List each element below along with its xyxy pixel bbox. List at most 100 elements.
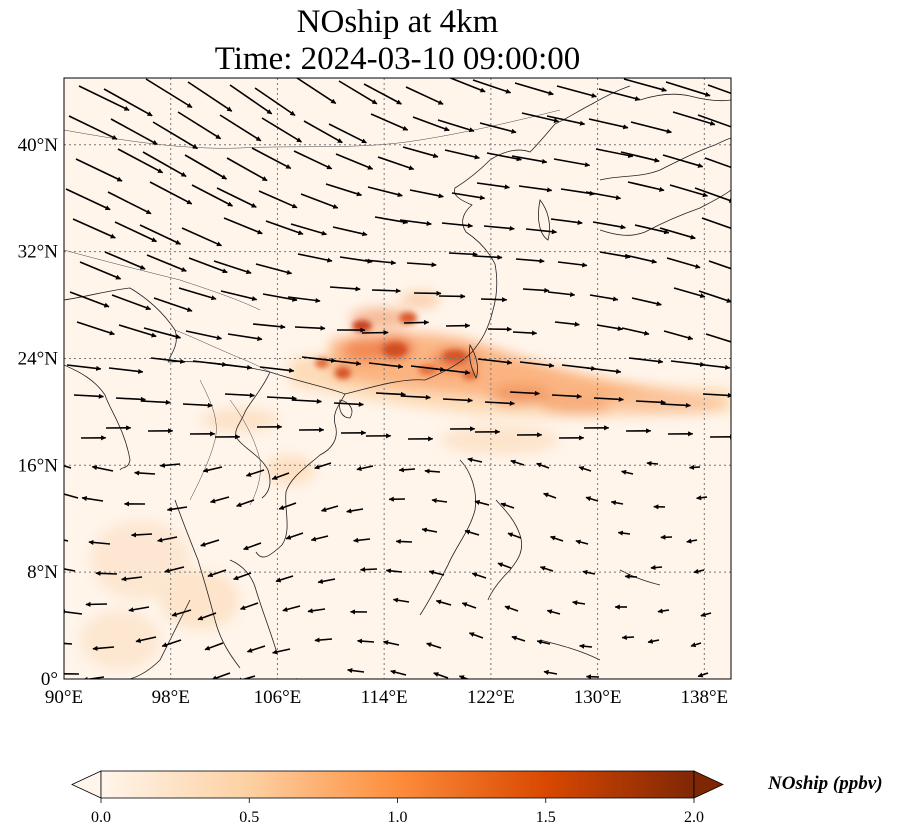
wind-vector: [314, 462, 332, 470]
wind-vector: [406, 262, 437, 268]
wind-vector: [611, 678, 618, 679]
wind-vector: [442, 397, 473, 403]
wind-vector: [472, 79, 512, 94]
wind-vector: [361, 330, 389, 336]
lat-tick-label: 16°N: [18, 455, 59, 476]
wind-vector: [128, 606, 150, 613]
wind-vector: [646, 460, 659, 466]
wind-vector: [118, 324, 157, 338]
wind-vector: [262, 293, 298, 302]
wind-vector: [539, 565, 554, 572]
wind-vector: [708, 260, 731, 270]
wind-vector: [514, 82, 554, 96]
wind-vector: [467, 457, 483, 463]
wind-vector: [403, 319, 430, 325]
wind-vector: [647, 638, 660, 644]
wind-vector: [356, 638, 375, 644]
wind-vector: [688, 464, 701, 470]
wind-vector: [149, 181, 193, 205]
wind-vector: [265, 220, 304, 235]
wind-vector: [546, 115, 586, 126]
wind-vector: [152, 121, 198, 150]
wind-vector: [76, 321, 115, 336]
wind-vector: [126, 680, 146, 685]
wind-vector: [665, 81, 711, 97]
wind-vector: [271, 472, 290, 480]
wind-vector: [441, 222, 474, 229]
wind-vector: [672, 111, 716, 126]
wind-vector: [628, 357, 664, 364]
wind-vector: [64, 493, 79, 499]
wind-vector: [68, 115, 118, 140]
map-title-line2: Time: 2024-03-10 09:00:00: [214, 41, 581, 77]
wind-vector: [310, 535, 329, 542]
wind-vector: [551, 393, 582, 399]
wind-vector: [130, 532, 153, 538]
wind-vector: [227, 333, 263, 342]
wind-vector: [184, 154, 227, 180]
wind-vector: [657, 608, 670, 614]
lat-tick-label: 0°: [41, 669, 58, 690]
wind-vector: [166, 506, 188, 512]
lon-tick-label: 138°E: [680, 687, 728, 708]
wind-vector: [624, 254, 657, 264]
wind-vector: [659, 227, 696, 240]
wind-vector: [501, 678, 507, 679]
wind-vector: [75, 158, 123, 182]
colorbar-tick-label: 1.0: [388, 809, 408, 826]
wind-vector: [621, 634, 635, 640]
wind-vector: [91, 465, 114, 472]
wind-vector: [368, 362, 404, 369]
wind-vector: [191, 184, 233, 207]
wind-vector: [395, 538, 413, 545]
wind-vector: [705, 333, 731, 343]
wind-vector: [226, 157, 268, 182]
wind-vector: [182, 402, 213, 408]
wind-vector: [64, 464, 72, 469]
wind-vector: [593, 396, 624, 402]
wind-vector: [296, 78, 337, 105]
wind-vector: [550, 218, 583, 226]
wind-vector: [217, 363, 253, 370]
wind-vector: [213, 260, 252, 275]
wind-vector: [464, 529, 480, 536]
wind-vector: [617, 530, 631, 536]
wind-vector: [444, 149, 480, 160]
wind-vector: [409, 189, 444, 199]
wind-vector: [435, 599, 452, 606]
wind-vector: [278, 502, 297, 510]
wind-vector: [589, 294, 619, 302]
wind-vector: [557, 261, 588, 268]
wind-vector: [223, 217, 263, 235]
wind-vector: [329, 286, 361, 292]
wind-vector: [326, 359, 362, 366]
wind-vector: [385, 568, 403, 574]
wind-vector: [220, 290, 258, 302]
wind-vector: [153, 297, 193, 312]
wind-vector: [134, 470, 156, 476]
wind-vector: [669, 184, 708, 198]
wind-vector: [164, 566, 185, 574]
wind-vector: [521, 112, 560, 123]
wind-vector: [224, 392, 255, 398]
wind-vector: [290, 223, 327, 236]
wind-vector: [635, 399, 666, 405]
wind-vector: [181, 227, 222, 247]
wind-vector: [700, 612, 712, 618]
wind-vector: [392, 597, 410, 603]
wind-vector: [428, 570, 445, 576]
wind-vector: [314, 637, 333, 643]
wind-vector: [497, 562, 512, 569]
wind-vector: [704, 157, 731, 169]
wind-vector: [79, 261, 122, 280]
wind-vector: [356, 465, 374, 472]
wind-vector: [211, 672, 231, 679]
wind-vector: [543, 492, 557, 499]
wind-vector: [586, 367, 622, 374]
wind-vector: [333, 401, 364, 407]
wind-vector: [258, 190, 298, 209]
coastlines: [64, 85, 731, 679]
wind-vector: [477, 358, 513, 365]
wind-vector: [73, 393, 104, 399]
